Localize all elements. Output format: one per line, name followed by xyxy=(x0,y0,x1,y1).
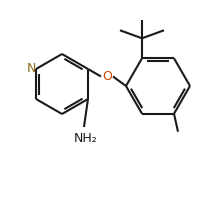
Text: O: O xyxy=(102,70,112,83)
Text: N: N xyxy=(26,61,36,74)
Text: NH₂: NH₂ xyxy=(74,131,98,144)
